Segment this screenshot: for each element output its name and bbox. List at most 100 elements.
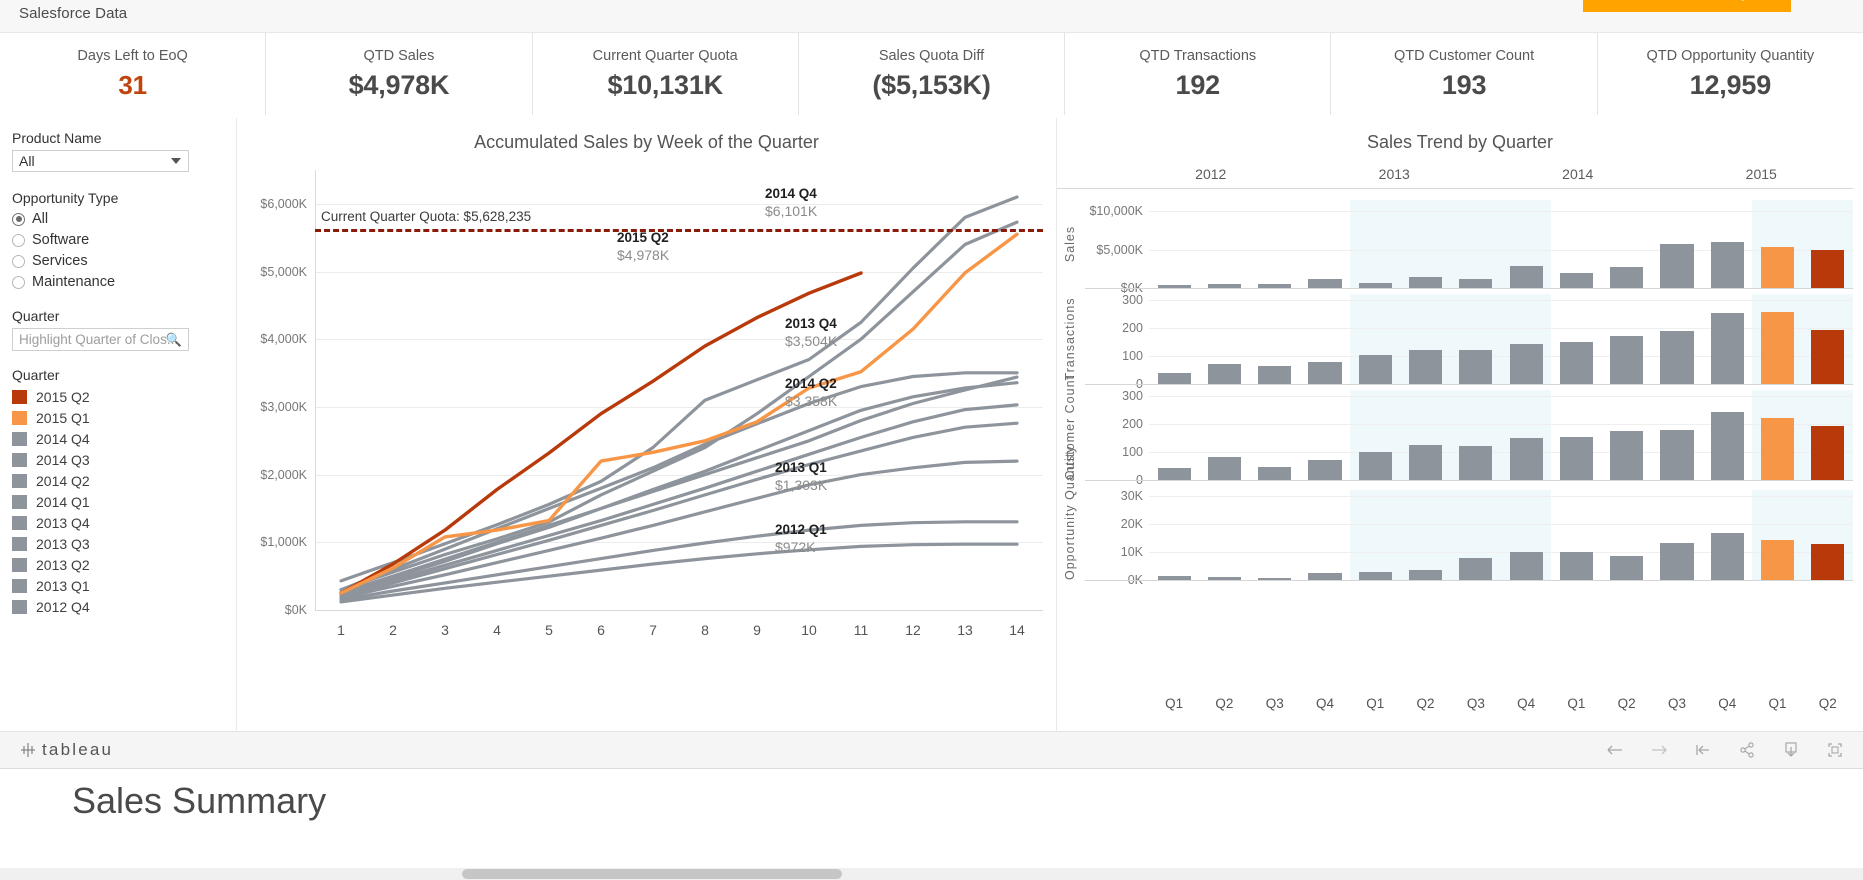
bar[interactable] (1710, 242, 1744, 288)
line-series[interactable] (339, 542, 1019, 604)
line-series[interactable] (339, 271, 863, 595)
bar[interactable] (1358, 571, 1392, 580)
search-icon[interactable]: 🔍 (165, 331, 182, 347)
forward-arrow-icon[interactable] (1649, 740, 1669, 760)
bar[interactable] (1459, 558, 1493, 580)
bar[interactable] (1509, 344, 1543, 384)
bar[interactable] (1207, 284, 1241, 288)
legend-item[interactable]: 2013 Q4 (12, 512, 222, 533)
legend-item[interactable]: 2014 Q1 (12, 491, 222, 512)
bar[interactable] (1660, 330, 1694, 384)
bar[interactable] (1308, 572, 1342, 580)
bar[interactable] (1509, 265, 1543, 288)
quarter-search-input[interactable]: Highlight Quarter of Clos... 🔍 (12, 328, 189, 351)
bar[interactable] (1207, 364, 1241, 384)
bar[interactable] (1408, 570, 1443, 580)
tableau-for-sales-analytics-button[interactable]: Tableau for Sales Analytics (1583, 0, 1791, 12)
bar[interactable] (1258, 365, 1292, 384)
bar[interactable] (1559, 273, 1593, 288)
revert-icon[interactable] (1693, 740, 1713, 760)
download-icon[interactable] (1781, 740, 1801, 760)
radio-button-icon[interactable] (12, 212, 25, 226)
bar[interactable] (1258, 466, 1292, 480)
page-scrollbar-thumb[interactable] (462, 869, 842, 879)
bar[interactable] (1760, 312, 1795, 384)
bar[interactable] (1308, 460, 1342, 480)
bar[interactable] (1610, 556, 1644, 580)
share-icon[interactable] (1737, 740, 1757, 760)
bar[interactable] (1207, 577, 1241, 580)
bar[interactable] (1610, 431, 1644, 480)
bar[interactable] (1559, 436, 1593, 480)
bar[interactable] (1358, 355, 1392, 384)
opportunity-type-option-software[interactable]: Software (12, 232, 222, 248)
line-series[interactable] (339, 520, 1019, 602)
bar[interactable] (1157, 284, 1191, 288)
back-arrow-icon[interactable] (1605, 740, 1625, 760)
legend-item[interactable]: 2014 Q3 (12, 449, 222, 470)
opportunity-type-option-services[interactable]: Services (12, 253, 222, 269)
bar[interactable] (1157, 468, 1191, 480)
legend-item[interactable]: 2013 Q2 (12, 554, 222, 575)
line-series[interactable] (339, 195, 1019, 583)
line-series[interactable] (339, 371, 1019, 592)
product-name-dropdown[interactable]: All (12, 150, 189, 172)
bar[interactable] (1308, 362, 1342, 384)
bar[interactable] (1559, 552, 1593, 580)
line-series[interactable] (339, 381, 1019, 595)
bar[interactable] (1660, 542, 1694, 580)
page-scrollbar-track[interactable] (0, 868, 1863, 880)
bar[interactable] (1760, 246, 1795, 288)
bar[interactable] (1157, 576, 1191, 580)
bar[interactable] (1811, 330, 1845, 384)
line-series[interactable] (339, 421, 1019, 599)
bar[interactable] (1509, 437, 1543, 480)
line-series[interactable] (339, 232, 1019, 595)
legend-item[interactable]: 2013 Q1 (12, 575, 222, 596)
bar[interactable] (1358, 452, 1392, 480)
tableau-logo[interactable]: tableau (20, 740, 113, 760)
opportunity-type-option-maintenance[interactable]: Maintenance (12, 274, 222, 290)
bar[interactable] (1760, 539, 1795, 580)
bar[interactable] (1207, 456, 1241, 480)
bar[interactable] (1258, 283, 1292, 288)
line-series[interactable] (339, 459, 1019, 600)
bar[interactable] (1710, 532, 1744, 580)
line-series[interactable] (339, 220, 1019, 592)
radio-button-icon[interactable] (12, 254, 25, 268)
bar[interactable] (1308, 279, 1342, 288)
bar[interactable] (1358, 282, 1392, 288)
line-series[interactable] (339, 375, 1019, 594)
bar[interactable] (1811, 543, 1845, 580)
legend-item[interactable]: 2014 Q4 (12, 428, 222, 449)
bar[interactable] (1710, 313, 1744, 384)
bar[interactable] (1610, 335, 1644, 384)
legend-item[interactable]: 2015 Q1 (12, 407, 222, 428)
bar[interactable] (1610, 266, 1644, 288)
bar[interactable] (1408, 444, 1443, 480)
legend-item[interactable]: 2012 Q4 (12, 596, 222, 617)
bar[interactable] (1408, 277, 1443, 288)
bar[interactable] (1258, 578, 1292, 580)
bar[interactable] (1459, 445, 1493, 480)
bar[interactable] (1811, 249, 1845, 288)
bar[interactable] (1408, 349, 1443, 384)
bar[interactable] (1760, 418, 1795, 480)
bar[interactable] (1459, 349, 1493, 384)
legend-item[interactable]: 2015 Q2 (12, 386, 222, 407)
legend-item[interactable]: 2014 Q2 (12, 470, 222, 491)
line-series[interactable] (339, 403, 1019, 596)
bar[interactable] (1660, 244, 1694, 288)
bar[interactable] (1811, 425, 1845, 480)
bar[interactable] (1157, 372, 1191, 384)
bar[interactable] (1459, 278, 1493, 288)
radio-button-icon[interactable] (12, 233, 25, 247)
opportunity-type-option-all[interactable]: All (12, 211, 222, 227)
bar[interactable] (1710, 412, 1744, 480)
legend-item[interactable]: 2013 Q3 (12, 533, 222, 554)
bar[interactable] (1509, 552, 1543, 580)
bar[interactable] (1559, 342, 1593, 384)
radio-button-icon[interactable] (12, 275, 25, 289)
bar[interactable] (1660, 430, 1694, 480)
fullscreen-icon[interactable] (1825, 740, 1845, 760)
